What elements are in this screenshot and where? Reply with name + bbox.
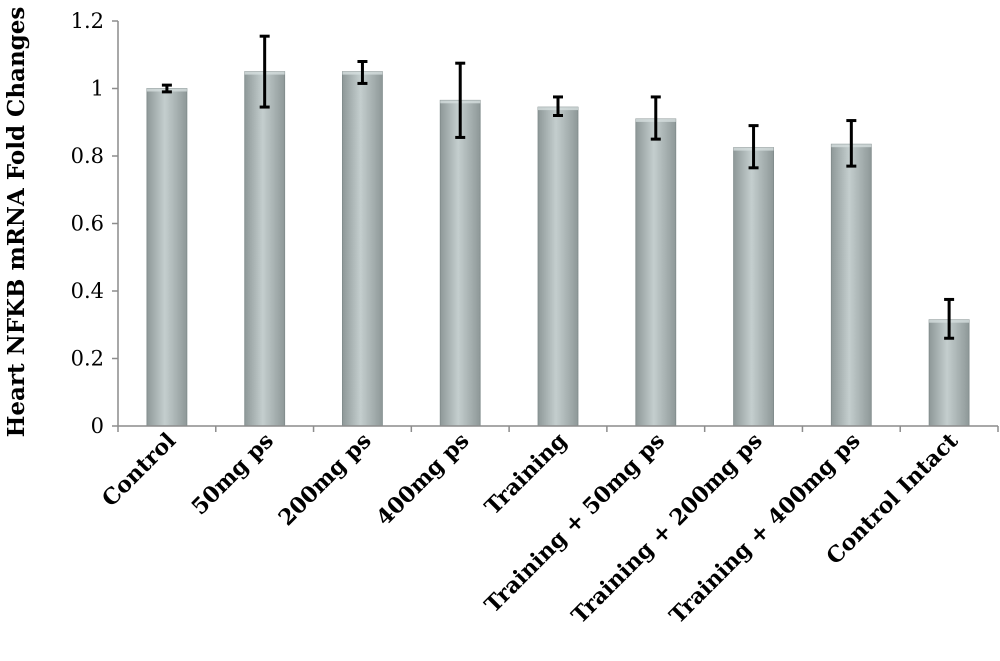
error-bar-4 — [455, 61, 466, 139]
x-tick-label: 400mg ps — [371, 428, 474, 531]
x-tick-label: Training + 400mg ps — [664, 428, 865, 629]
bars-layer — [146, 71, 970, 427]
bar-5 — [537, 106, 579, 427]
x-tick-label: 50mg ps — [186, 428, 278, 520]
x-tick-label: Training — [480, 428, 572, 520]
y-tick-label: 0.8 — [71, 144, 104, 168]
error-bar-1 — [161, 83, 172, 94]
error-bar-5 — [553, 95, 563, 117]
y-axis-title-group: Heart NFKB mRNA Fold Changes — [3, 7, 30, 438]
y-axis-title: Heart NFKB mRNA Fold Changes — [3, 7, 30, 438]
x-tick-label: Training + 200mg ps — [567, 428, 768, 629]
error-bar-8 — [846, 119, 857, 168]
error-bar-6 — [650, 95, 661, 141]
bar-4 — [439, 99, 481, 427]
y-tick-label: 0.6 — [71, 212, 104, 236]
y-tick-label: 0.4 — [71, 279, 104, 303]
y-tick-label: 0.2 — [71, 347, 104, 371]
bar-1 — [146, 88, 188, 427]
error-bar-3 — [357, 60, 368, 85]
y-tick-label: 0 — [91, 414, 104, 438]
bar-6 — [635, 118, 677, 427]
error-bars-layer — [161, 34, 955, 340]
x-tick-label: Training + 50mg ps — [480, 428, 670, 618]
x-tick-label: 200mg ps — [273, 428, 376, 531]
error-bar-9 — [944, 297, 955, 340]
error-bar-2 — [259, 34, 270, 109]
x-tick-label: Control — [97, 428, 181, 512]
bar-2 — [244, 71, 286, 427]
axes-layer — [112, 20, 999, 432]
y-tick-label: 1.2 — [71, 9, 104, 33]
y-tick-label: 1 — [91, 77, 104, 101]
y-tick-labels: 0 0.2 0.4 0.6 0.8 1 1.2 — [71, 9, 104, 438]
bar-3 — [341, 71, 383, 427]
error-bar-7 — [748, 124, 759, 170]
bar-8 — [830, 143, 872, 427]
bar-7 — [733, 147, 774, 427]
